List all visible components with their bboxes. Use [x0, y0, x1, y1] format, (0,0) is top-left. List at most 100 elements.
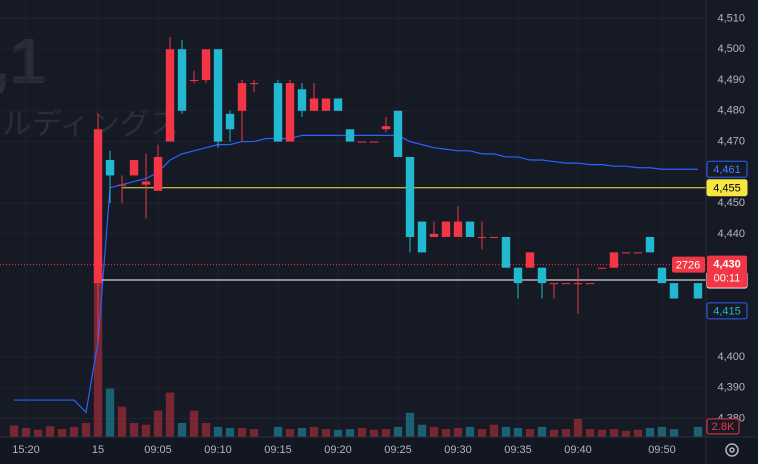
volume-bar — [81, 422, 91, 437]
volume-bar — [93, 256, 103, 437]
candle-body — [393, 110, 403, 157]
volume-bar — [393, 426, 403, 437]
y-tick-label: 4,390 — [717, 382, 745, 394]
candle-body — [561, 283, 571, 285]
settings-icon-core[interactable] — [729, 447, 735, 453]
candle-body — [573, 283, 583, 285]
settings-icon[interactable] — [725, 443, 739, 457]
x-tick-label: 09:05 — [144, 444, 172, 456]
volume-bar — [573, 418, 583, 437]
candle-body — [501, 236, 511, 268]
time-axis-bg — [0, 437, 758, 464]
volume-bar — [105, 388, 115, 437]
watermark-symbol: ,1 — [0, 25, 45, 97]
volume-bar — [525, 429, 535, 437]
volume-bar — [429, 426, 439, 437]
volume-bar — [273, 426, 283, 437]
volume-bar — [633, 429, 643, 437]
volume-bar — [297, 427, 307, 437]
candle-body — [249, 83, 259, 85]
volume-bar — [225, 427, 235, 437]
candle-body — [621, 252, 631, 254]
candle-body — [345, 129, 355, 142]
volume-bar — [477, 429, 487, 437]
price-badge-label: 4,455 — [713, 183, 741, 195]
countdown-label: 00:11 — [714, 273, 741, 285]
volume-bar — [21, 427, 31, 437]
volume-bar — [129, 422, 139, 437]
candle-body — [465, 221, 475, 237]
candle-body — [597, 267, 607, 269]
volume-bar — [621, 430, 631, 437]
volume-bar — [309, 426, 319, 437]
volume-bar — [333, 429, 343, 437]
candle-body — [201, 49, 211, 81]
volume-bar — [549, 429, 559, 437]
x-tick-label: 09:40 — [564, 444, 592, 456]
volume-bar — [597, 429, 607, 437]
candle-body — [381, 126, 391, 130]
volume-bar — [501, 426, 511, 437]
candle-body — [357, 141, 367, 143]
volume-bar — [57, 429, 67, 437]
candle-body — [105, 160, 115, 176]
volume-bar — [165, 392, 175, 437]
candle-body — [165, 49, 175, 142]
candle-body — [525, 252, 535, 268]
x-tick-label: 09:15 — [264, 444, 292, 456]
candle-body — [549, 283, 559, 285]
candle-body — [645, 236, 655, 253]
volume-bar — [381, 429, 391, 437]
volume-bar — [453, 427, 463, 437]
candle-body — [513, 267, 523, 284]
volume-bar — [609, 429, 619, 437]
volume-bar — [201, 422, 211, 437]
candle-body — [333, 98, 343, 111]
volume-bar — [285, 429, 295, 437]
volume-bar — [345, 429, 355, 437]
volume-bar — [405, 412, 415, 437]
y-tick-label: 4,490 — [717, 74, 745, 86]
price-badge — [706, 160, 748, 178]
settings-icon-ring[interactable] — [725, 443, 739, 457]
x-tick-label: 15 — [92, 444, 104, 456]
candle-body — [309, 98, 319, 111]
y-tick-label: 4,470 — [717, 135, 745, 147]
candle-body — [321, 98, 331, 111]
candle-body — [489, 236, 499, 238]
candle-body — [669, 283, 679, 299]
last-price-label: 4,430 — [713, 259, 741, 271]
volume-bar — [441, 429, 451, 437]
volume-bar — [585, 429, 595, 437]
candle-body — [225, 113, 235, 130]
candle-body — [297, 89, 307, 111]
x-tick-label: 09:20 — [324, 444, 352, 456]
volume-bar — [357, 427, 367, 437]
candle-body — [477, 236, 487, 238]
x-tick-label: 15:20 — [12, 444, 40, 456]
volume-bar — [645, 427, 655, 437]
price-lines — [0, 134, 706, 414]
volume-bar — [249, 429, 259, 437]
y-tick-label: 4,510 — [717, 12, 745, 24]
candles — [93, 36, 703, 342]
candle-body — [117, 184, 127, 186]
last-volume-label: 2726 — [676, 260, 700, 272]
volume-bar — [189, 410, 199, 437]
grid — [0, 0, 706, 437]
volume-bar — [177, 422, 187, 437]
volume-bar — [465, 426, 475, 437]
price-badge-label: 4,461 — [713, 164, 741, 176]
watermark-name: ルディングス — [2, 108, 180, 141]
volume-bar — [9, 425, 19, 437]
candle-body — [129, 160, 139, 176]
volume-badge — [706, 418, 740, 435]
candle-body — [609, 252, 619, 268]
vwap-line — [14, 134, 698, 414]
volume-bar — [321, 429, 331, 437]
